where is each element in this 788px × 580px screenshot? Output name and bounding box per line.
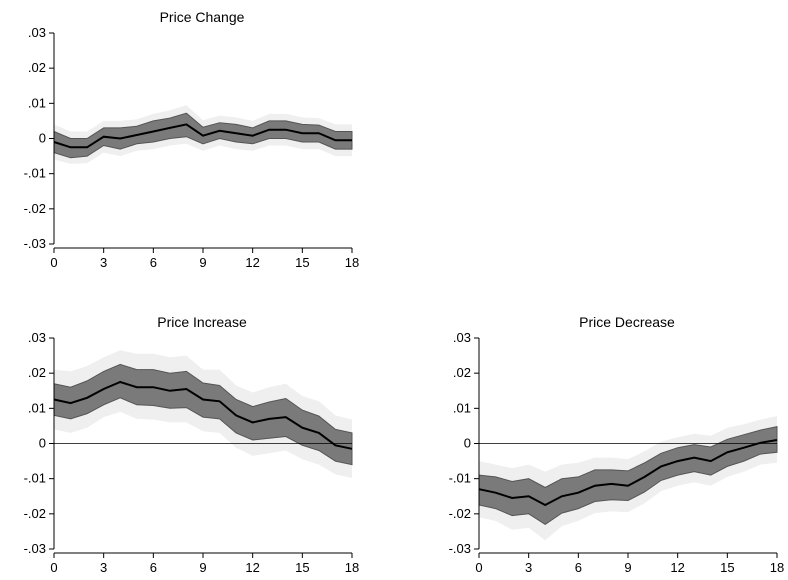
- y-tick-label: -.02: [24, 201, 46, 216]
- panel-title: Price Change: [160, 9, 245, 25]
- panel-price-decrease: Price Decrease -.03 -.02 -.01 0 .01 .02 .03 0 3 6…: [449, 314, 785, 575]
- x-tick-label: 0: [50, 255, 57, 270]
- x-tick-label: 15: [295, 560, 309, 575]
- confidence-band-inner: [53, 363, 353, 466]
- x-tick-label: 3: [525, 560, 532, 575]
- x-tick-label: 0: [50, 560, 57, 575]
- y-tick-label: -.01: [24, 471, 46, 486]
- y-tick-label: .03: [28, 330, 46, 345]
- panel-price-increase: Price Increase -.03 -.02 -.01 0 .01 .02 .03 0 3 6…: [24, 314, 360, 575]
- impulse-response-line: [53, 123, 352, 149]
- x-tick-label: 15: [295, 255, 309, 270]
- y-tick-label: -.03: [24, 541, 46, 556]
- y-tick-label: .02: [28, 365, 46, 380]
- x-tick-label: 6: [150, 560, 157, 575]
- y-tick-label: 0: [464, 436, 471, 451]
- y-tick-label: .02: [453, 365, 471, 380]
- y-tick-label: -.02: [24, 506, 46, 521]
- y-tick-label: .01: [453, 400, 471, 415]
- panel-title: Price Increase: [157, 314, 247, 330]
- impulse-response-line: [53, 380, 353, 450]
- x-tick-label: 18: [345, 255, 359, 270]
- x-tick-label: 0: [475, 560, 482, 575]
- y-tick-label: -.01: [449, 471, 471, 486]
- x-tick-label: 6: [150, 255, 157, 270]
- y-tick-label: .03: [453, 330, 471, 345]
- x-tick-label: 3: [100, 560, 107, 575]
- y-tick-label: .01: [28, 400, 46, 415]
- panel-price-change: Price Change -.03 -.02 -.01 0 .01 .02 .03 0 3 6 9 1…: [24, 9, 360, 270]
- y-tick-label: 0: [39, 131, 46, 146]
- panel-title: Price Decrease: [579, 314, 675, 330]
- x-tick-label: 9: [199, 560, 206, 575]
- x-tick-label: 18: [345, 560, 359, 575]
- y-tick-label: 0: [39, 436, 46, 451]
- x-tick-label: 12: [245, 560, 259, 575]
- x-tick-label: 18: [770, 560, 784, 575]
- x-tick-label: 6: [575, 560, 582, 575]
- y-tick-label: .03: [28, 25, 46, 40]
- impulse-response-line: [478, 439, 778, 507]
- x-tick-label: 15: [720, 560, 734, 575]
- y-tick-label: -.03: [24, 236, 46, 251]
- y-tick-label: -.01: [24, 166, 46, 181]
- y-tick-label: .01: [28, 95, 46, 110]
- y-tick-label: -.03: [449, 541, 471, 556]
- x-tick-label: 12: [670, 560, 684, 575]
- y-tick-label: .02: [28, 60, 46, 75]
- x-tick-label: 3: [100, 255, 107, 270]
- x-tick-label: 9: [199, 255, 206, 270]
- x-tick-label: 12: [245, 255, 259, 270]
- y-tick-label: -.02: [449, 506, 471, 521]
- x-tick-label: 9: [624, 560, 631, 575]
